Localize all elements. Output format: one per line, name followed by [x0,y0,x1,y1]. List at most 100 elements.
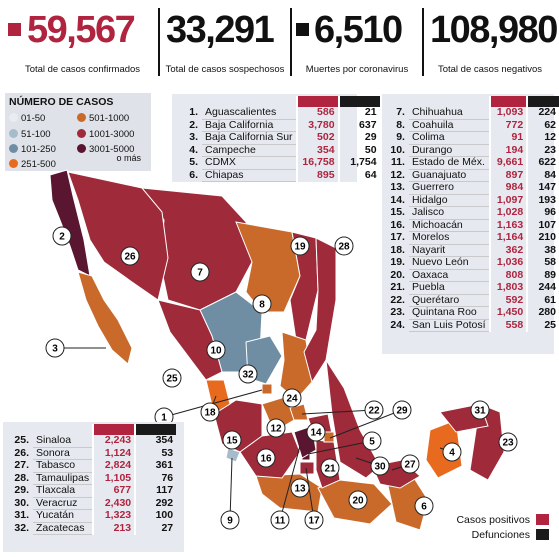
deaths-key-label: Defunciones [471,529,530,541]
case-count-legend: NÚMERO DE CASOS 01-50 51-100 101-250 251-50… [5,93,151,171]
row-number: 15. [390,206,405,218]
callout-number: 4 [449,448,455,459]
cases-value: 354 [295,144,339,157]
deaths-value: 224 [526,107,559,119]
row-number: 17. [390,231,405,243]
table-row: 30. Veracruz 2,430 292 [6,497,177,510]
callout-number: 5 [369,437,375,448]
callout-circle [320,458,340,478]
row-number: 22. [390,293,405,306]
callout-circle [266,418,286,438]
callout-number: 18 [204,408,216,419]
cases-value: 1,450 [488,306,528,319]
legend-label: 101-250 [21,144,56,155]
state-name: Sinaloa [33,434,94,448]
deaths-value: 76 [134,472,177,485]
table-row: 27. Tabasco 2,824 361 [6,459,177,473]
callout-circle [222,430,242,450]
cases-value: 1,163 [488,219,528,232]
callout-circle [206,340,226,360]
cases-value: 213 [92,522,136,535]
stat-caption: Total de casos negativos [437,64,543,75]
cases-value: 1,323 [92,509,136,522]
table-row: 26. Sonora 1,124 53 [6,447,177,460]
table-row: 2. Baja California 3,780 637 [175,119,380,132]
cases-header-swatch [92,424,136,435]
cases-value: 2,430 [92,497,136,510]
stat-value: 6,510 [314,9,403,51]
state-name: CDMX [202,156,297,170]
cases-value: 897 [488,169,528,182]
stat-value: 33,291 [166,9,275,51]
deaths-value: 210 [526,231,559,244]
callout-circle [45,338,65,358]
table-row: 24. San Luis Potosí 558 25 [385,319,559,332]
callout-circle [348,490,368,510]
cases-value: 91 [488,131,528,144]
state-region-2 [49,169,91,277]
cases-header-swatch [295,96,339,107]
cases-value: 895 [295,169,339,182]
callout-leader-line [229,457,233,521]
state-region-17 [299,461,315,475]
row-number: 12. [390,168,405,181]
deaths-value: 58 [526,256,559,269]
row-number: 6. [189,168,198,181]
callout-number: 32 [242,370,254,381]
state-name: Querétaro [408,294,490,307]
states-table-1: 1. Aguascalientes 586 21 2. Baja California 3,… [175,96,380,182]
cases-value: 1,097 [488,194,528,207]
cases-value: 592 [488,294,528,307]
callout-number: 6 [421,502,427,513]
legend-item: 1001-3000 [77,129,134,140]
callout-number: 2 [59,232,65,243]
state-name: Tabasco [33,459,94,473]
row-number: 20. [390,268,405,281]
stat-caption: Total de casos sospechosos [165,64,285,75]
state-region-26 [67,171,169,301]
callout-circle [304,510,324,530]
state-name: Hidalgo [408,194,490,207]
table-row: 20. Oaxaca 808 89 [385,269,559,282]
row-number: 7. [396,106,405,119]
summary-stat-2: 33,291 Total de casos sospechosos [160,6,290,80]
cases-value: 2,824 [92,459,136,472]
states-table-2: 7. Chihuahua 1,093 224 8. Coahuila 772 62 9. Coli… [385,96,559,332]
state-name: Chiapas [202,169,297,182]
table-header-row [6,424,177,435]
state-name: San Luis Potosí [408,319,490,332]
deaths-value: 193 [526,194,559,207]
callout-circle [190,262,210,282]
row-number: 8. [396,118,405,131]
callout-circle [414,496,434,516]
states-table-3: 25. Sinaloa 2,243 354 26. Sonora 1,124 53 27. Tab… [6,424,177,535]
legend-label: 01-50 [21,113,46,124]
deaths-value: 96 [526,206,559,219]
callout-number: 8 [259,300,265,311]
deaths-value: 53 [134,447,177,460]
callout-circle [364,400,384,420]
positive-swatch [536,514,549,525]
callout-circle [120,246,140,266]
state-name: Baja California [202,119,297,132]
row-number: 11. [390,156,405,168]
table-header-row [385,96,559,107]
callout-circle [470,400,490,420]
deaths-value: 107 [526,219,559,232]
legend-dot-icon [77,129,86,138]
deaths-value: 100 [134,509,177,522]
stat-value: 108,980 [430,9,558,51]
state-name: Tlaxcala [33,484,94,498]
callout-number: 17 [308,516,320,527]
table-row: 21. Puebla 1,803 244 [385,281,559,295]
row-number: 13. [390,181,405,193]
cases-value: 502 [295,131,339,144]
table-row: 17. Morelos 1,164 210 [385,231,559,245]
callout-leader-line [301,409,375,415]
state-region-28 [303,237,337,384]
state-name: Nayarit [408,244,490,257]
table-row: 31. Yucatán 1,323 100 [6,509,177,523]
row-number: 31. [14,509,29,521]
row-number: 10. [390,143,405,156]
state-name: Colima [408,131,490,145]
